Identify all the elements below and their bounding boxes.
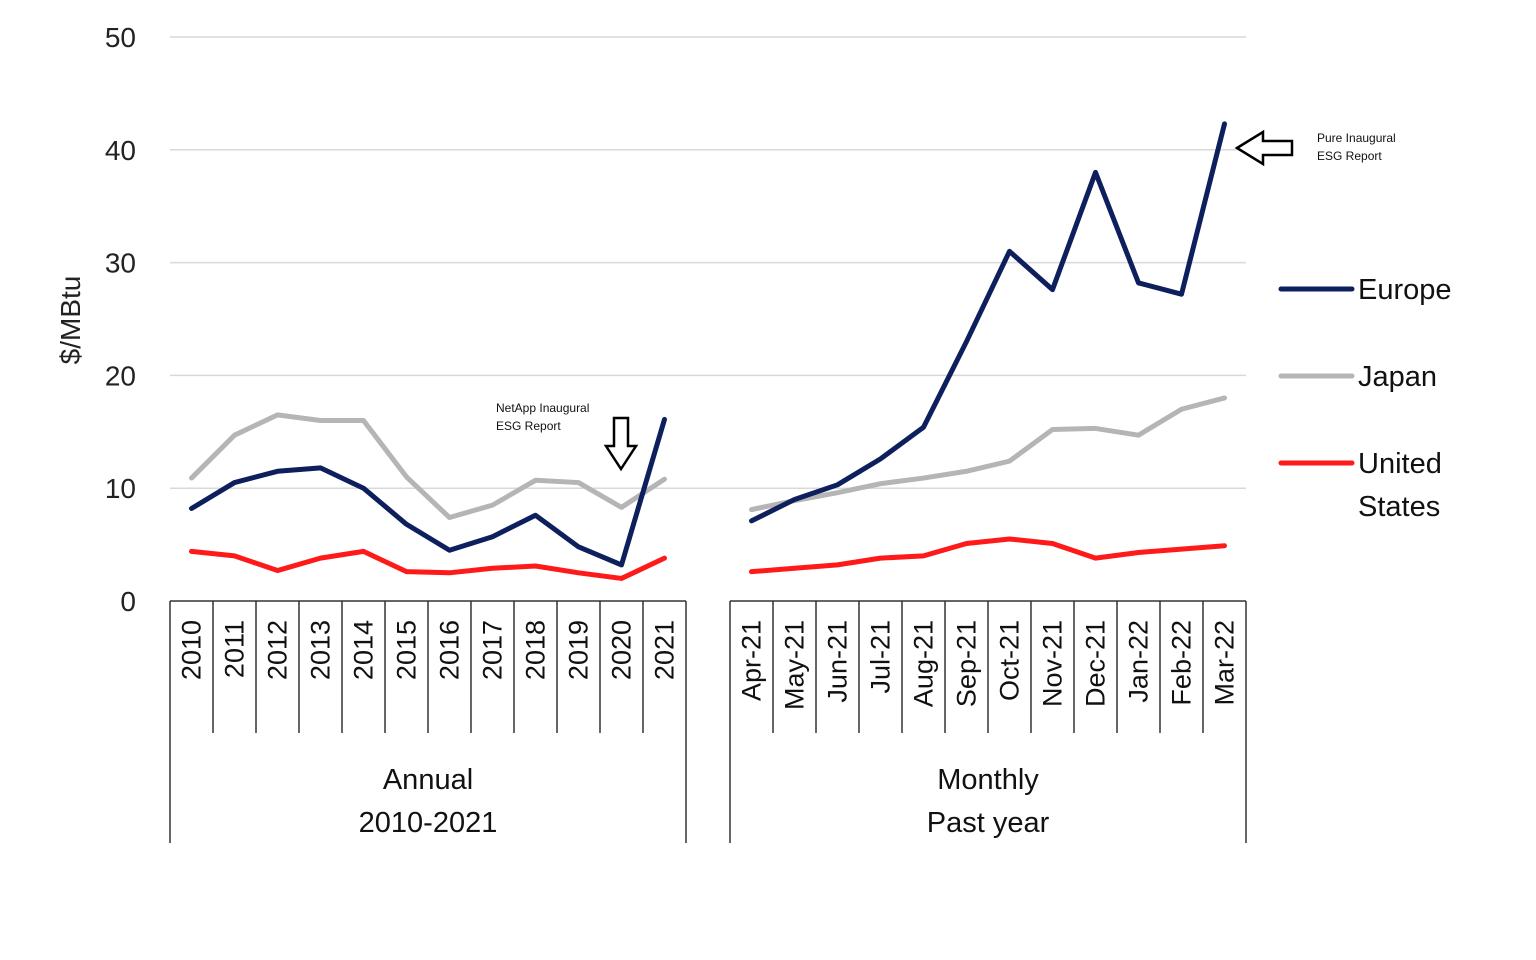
y-tick-label: 40 bbox=[105, 135, 136, 166]
x-tick-label: 2014 bbox=[349, 620, 379, 680]
x-tick-label: May-21 bbox=[780, 620, 810, 710]
x-group-label: Past year bbox=[927, 807, 1050, 839]
series-line bbox=[189, 548, 667, 581]
x-tick-label: 2017 bbox=[478, 620, 508, 680]
gridlines bbox=[170, 36, 1246, 489]
legend-label: United bbox=[1358, 448, 1442, 480]
x-tick-label: 2011 bbox=[220, 620, 250, 678]
x-tick-label: 2012 bbox=[263, 620, 293, 680]
annotation-text: ESG Report bbox=[1317, 149, 1382, 163]
x-group-label: Annual bbox=[383, 764, 473, 796]
x-tick-label: Nov-21 bbox=[1038, 620, 1068, 707]
series-lines bbox=[189, 121, 1227, 581]
x-axis: 2010 2011 2012 2013 2014 2015 2016 2017 2018 2019… bbox=[169, 600, 1247, 843]
series-line bbox=[749, 121, 1227, 524]
x-tick-label: Mar-22 bbox=[1210, 620, 1240, 706]
x-tick-label: Feb-22 bbox=[1167, 620, 1197, 706]
x-tick-label: Sep-21 bbox=[952, 620, 982, 707]
y-axis-ticks: 0 10 20 30 40 50 bbox=[105, 22, 136, 617]
x-tick-label: Aug-21 bbox=[909, 620, 939, 707]
series-line bbox=[189, 412, 667, 521]
x-tick-label: 2019 bbox=[564, 620, 594, 680]
annotation-text: ESG Report bbox=[496, 419, 561, 433]
x-tick-label: Dec-21 bbox=[1081, 620, 1111, 707]
x-group-label: 2010-2021 bbox=[359, 807, 498, 839]
annotation-text: Pure Inaugural bbox=[1317, 131, 1396, 145]
series-line bbox=[749, 536, 1227, 575]
y-tick-label: 10 bbox=[105, 473, 136, 504]
x-tick-label: 2013 bbox=[306, 620, 336, 680]
x-tick-label: 2010 bbox=[177, 620, 207, 680]
y-tick-label: 0 bbox=[120, 586, 136, 617]
x-tick-label: 2016 bbox=[435, 620, 465, 680]
x-tick-label: Jun-21 bbox=[823, 620, 853, 703]
annotation-text: NetApp Inaugural bbox=[496, 401, 589, 415]
x-tick-label: 2020 bbox=[607, 620, 637, 680]
annotations: NetApp Inaugural ESG Report Pure Inaugural… bbox=[496, 129, 1396, 472]
legend-label: Japan bbox=[1358, 361, 1437, 393]
x-group-label: Monthly bbox=[937, 764, 1039, 796]
series-line bbox=[749, 395, 1227, 513]
arrow-down-icon bbox=[603, 416, 639, 472]
y-axis-label: $/MBtu bbox=[55, 276, 86, 365]
y-tick-label: 20 bbox=[105, 360, 136, 391]
x-tick-label: 2015 bbox=[392, 620, 422, 680]
legend-label: Europe bbox=[1358, 274, 1452, 306]
y-tick-label: 30 bbox=[105, 248, 136, 279]
series-line bbox=[189, 416, 667, 568]
y-tick-label: 50 bbox=[105, 22, 136, 53]
x-tick-label: Jul-21 bbox=[866, 620, 896, 694]
legend: Europe Japan United States bbox=[1278, 274, 1452, 523]
arrow-left-icon bbox=[1234, 129, 1294, 167]
legend-label: States bbox=[1358, 491, 1440, 523]
x-tick-label: Jan-22 bbox=[1124, 620, 1154, 703]
x-tick-label: 2018 bbox=[521, 620, 551, 680]
x-tick-label: Oct-21 bbox=[995, 620, 1025, 701]
x-tick-label: 2021 bbox=[650, 620, 680, 680]
x-tick-label: Apr-21 bbox=[737, 620, 767, 701]
